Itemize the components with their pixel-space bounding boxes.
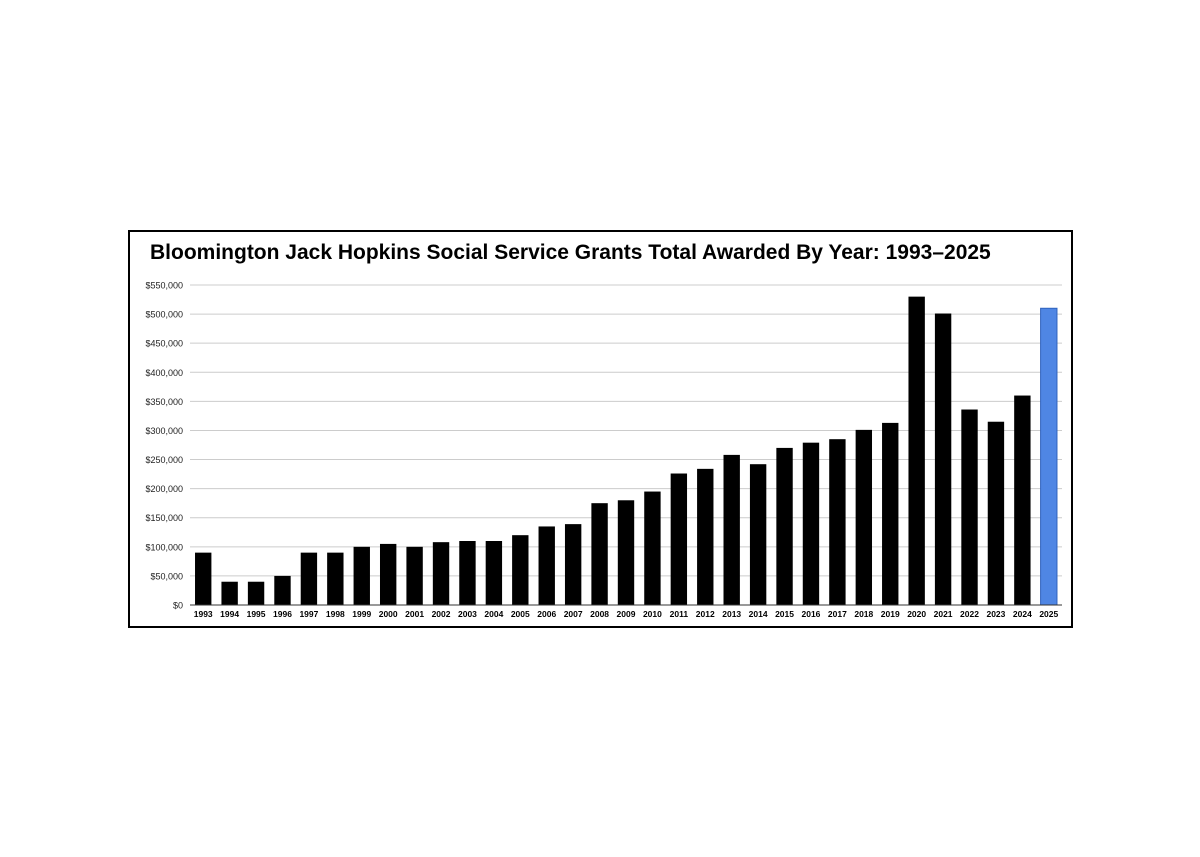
bar-2010 — [644, 491, 661, 605]
bar-2015 — [776, 447, 793, 605]
x-tick-label: 1993 — [194, 609, 213, 619]
x-tick-label: 2022 — [960, 609, 979, 619]
bar-2008 — [591, 503, 608, 605]
bar-1999 — [353, 546, 370, 605]
bar-2000 — [379, 543, 397, 605]
bar-2017 — [829, 439, 846, 605]
x-tick-label: 2001 — [405, 609, 424, 619]
bar-2025 — [1040, 307, 1058, 606]
bar-2002 — [432, 542, 450, 605]
x-tick-label: 2024 — [1013, 609, 1032, 619]
y-tick-label: $500,000 — [145, 310, 183, 320]
bar-2019 — [882, 422, 899, 605]
x-tick-label: 1999 — [352, 609, 371, 619]
bar-2009 — [617, 500, 635, 605]
x-tick-label: 2003 — [458, 609, 477, 619]
y-tick-label: $100,000 — [145, 542, 183, 552]
x-tick-label: 2012 — [696, 609, 715, 619]
y-axis-labels: $0 $50,000 $100,000 $150,000 $200,000 $250,00… — [145, 281, 183, 611]
x-tick-label: 2021 — [934, 609, 953, 619]
bar-1996 — [274, 575, 291, 605]
x-tick-label: 1998 — [326, 609, 345, 619]
x-tick-label: 2013 — [722, 609, 741, 619]
y-tick-label: $250,000 — [145, 455, 183, 465]
x-tick-label: 1995 — [247, 609, 266, 619]
bar-2020 — [908, 296, 925, 605]
chart-frame: Bloomington Jack Hopkins Social Service … — [128, 230, 1073, 628]
y-tick-label: $300,000 — [145, 426, 183, 436]
x-tick-label: 2015 — [775, 609, 794, 619]
x-tick-label: 2011 — [670, 609, 689, 619]
x-tick-label: 2017 — [828, 609, 847, 619]
bar-chart: $0 $50,000 $100,000 $150,000 $200,000 $250,00… — [145, 281, 1062, 619]
y-tick-label: $550,000 — [145, 281, 183, 291]
y-tick-label: $450,000 — [145, 339, 183, 349]
x-tick-label: 1996 — [273, 609, 292, 619]
chart-title: Bloomington Jack Hopkins Social Service … — [150, 241, 991, 264]
bar-2011 — [670, 473, 688, 605]
x-tick-label: 2006 — [537, 609, 556, 619]
bar-2007 — [564, 524, 582, 605]
bar-2012 — [697, 468, 714, 605]
x-tick-label: 2018 — [854, 609, 873, 619]
x-tick-label: 2019 — [881, 609, 900, 619]
x-tick-label: 2000 — [379, 609, 398, 619]
x-tick-label: 2020 — [907, 609, 926, 619]
bar-2023 — [987, 421, 1005, 605]
bar-2024 — [1014, 395, 1031, 605]
bars — [195, 296, 1058, 606]
bar-2006 — [538, 526, 555, 605]
x-tick-label: 1997 — [299, 609, 318, 619]
x-tick-label: 2004 — [484, 609, 503, 619]
y-tick-label: $400,000 — [145, 368, 183, 378]
x-tick-label: 2008 — [590, 609, 609, 619]
x-tick-label: 2023 — [986, 609, 1005, 619]
bar-2013 — [723, 454, 740, 605]
bar-1997 — [300, 552, 318, 605]
bar-2001 — [406, 546, 423, 605]
y-tick-label: $200,000 — [145, 484, 183, 494]
x-tick-label: 2010 — [643, 609, 662, 619]
x-tick-label: 2009 — [617, 609, 636, 619]
bar-1995 — [247, 581, 265, 605]
x-tick-label: 2025 — [1039, 609, 1058, 619]
bar-2003 — [459, 541, 476, 605]
x-tick-label: 2002 — [432, 609, 451, 619]
x-axis-labels: 1993 1994 1995 1996 1997 1998 1999 2000 2001 2002… — [194, 609, 1059, 619]
bar-1994 — [221, 581, 238, 605]
bar-2005 — [512, 535, 529, 605]
bar-1998 — [327, 552, 344, 605]
y-tick-label: $150,000 — [145, 513, 183, 523]
y-tick-label: $0 — [173, 601, 183, 611]
bar-2004 — [485, 541, 503, 605]
bar-2014 — [749, 464, 767, 605]
x-tick-label: 2005 — [511, 609, 530, 619]
bar-2021 — [934, 313, 952, 605]
x-tick-label: 2016 — [802, 609, 821, 619]
y-tick-label: $50,000 — [150, 571, 183, 581]
x-tick-label: 2007 — [564, 609, 583, 619]
x-tick-label: 2014 — [749, 609, 768, 619]
bar-2022 — [961, 409, 978, 605]
bar-2018 — [855, 429, 873, 605]
y-tick-label: $350,000 — [145, 397, 183, 407]
bar-1993 — [195, 552, 212, 605]
bar-2016 — [802, 442, 820, 605]
x-tick-label: 1994 — [220, 609, 239, 619]
